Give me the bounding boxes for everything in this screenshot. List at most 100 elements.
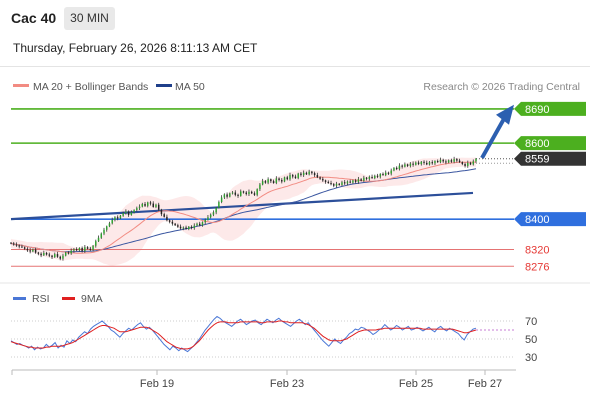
candle-body: [23, 247, 26, 249]
candle-body: [289, 175, 291, 180]
candle-body: [75, 249, 78, 251]
candle-body: [428, 162, 431, 165]
candle-body: [73, 249, 75, 251]
candle-body: [472, 161, 475, 165]
candle-body: [81, 248, 83, 252]
candle-body: [275, 178, 278, 184]
candle-body: [357, 179, 360, 182]
candle-body: [302, 172, 305, 176]
rsi-tick-label: 70: [525, 316, 537, 328]
candle-body: [237, 194, 239, 196]
candle-body: [234, 192, 237, 195]
forecast-arrow: [480, 104, 514, 159]
candle-body: [207, 217, 209, 220]
level-tag-8559: [514, 151, 586, 166]
candle-body: [270, 179, 272, 182]
candle-body: [330, 183, 332, 185]
candle-body: [333, 184, 335, 186]
candle-body: [300, 173, 302, 176]
rsi-tick-label: 30: [525, 352, 537, 364]
candle-body: [185, 227, 187, 230]
candle-body: [305, 172, 308, 175]
candle-body: [338, 183, 340, 185]
candle-body: [253, 193, 256, 195]
candle-body: [371, 176, 373, 179]
candle-body: [401, 165, 403, 167]
candle-body: [122, 213, 124, 216]
level-label-8690: 8690: [525, 104, 549, 116]
candle-body: [92, 245, 94, 250]
candle-body: [119, 215, 122, 219]
candle-body: [291, 175, 294, 177]
candle-body: [447, 160, 450, 163]
candle-body: [56, 254, 59, 257]
candle-body: [376, 175, 379, 177]
candle-body: [308, 171, 310, 175]
timeframe-badge[interactable]: 30 MIN: [64, 7, 115, 30]
candle-body: [286, 177, 289, 180]
candle-body: [352, 180, 354, 183]
candlesticks: [10, 156, 477, 261]
candle-body: [160, 209, 163, 215]
candle-body: [125, 211, 127, 214]
candle-body: [220, 197, 223, 203]
rsi-legend: RSI 9MA: [13, 293, 103, 305]
candle-body: [319, 177, 321, 179]
price-levels: [11, 108, 514, 267]
legend-label-ma50: MA 50: [175, 81, 205, 93]
candle-body: [324, 180, 327, 182]
candle-body: [311, 171, 313, 174]
candle-body: [231, 192, 234, 194]
candle-body: [138, 206, 141, 209]
candle-body: [209, 214, 212, 218]
candle-body: [179, 226, 182, 229]
candle-body: [114, 217, 116, 220]
candle-body: [62, 255, 64, 259]
candle-body: [223, 194, 226, 198]
ma20-line: [10, 161, 477, 254]
candle-body: [78, 248, 81, 251]
candle-body: [37, 252, 40, 254]
candle-body: [108, 223, 111, 227]
level-tag-8400: [514, 212, 586, 227]
candle-body: [193, 225, 196, 228]
candle-body: [18, 245, 20, 247]
candle-body: [166, 216, 168, 221]
candle-body: [393, 167, 395, 171]
candle-body: [261, 181, 264, 185]
level-label-8320: 8320: [525, 245, 549, 257]
candle-body: [12, 243, 15, 245]
candle-body: [97, 237, 100, 242]
candle-body: [423, 161, 425, 163]
candle-body: [163, 214, 165, 217]
candle-body: [475, 158, 477, 162]
candle-body: [322, 178, 324, 181]
level-tag-8690: [514, 101, 586, 116]
candle-body: [182, 227, 185, 229]
candle-body: [155, 204, 157, 207]
candle-body: [461, 162, 464, 165]
candle-body: [294, 176, 297, 179]
candle-body: [374, 175, 376, 179]
candle-body: [15, 244, 18, 246]
forecast-arrow-head: [496, 104, 514, 125]
candle-body: [188, 226, 190, 230]
candle-body: [316, 175, 319, 178]
candle-body: [242, 191, 245, 193]
candle-body: [89, 248, 92, 250]
header-bar: Cac 40 30 MIN: [0, 0, 590, 36]
candle-body: [147, 202, 149, 206]
candle-body: [177, 225, 179, 227]
candle-body: [168, 220, 171, 222]
ma50-line: [10, 168, 477, 253]
candle-body: [26, 248, 29, 251]
candle-body: [349, 181, 351, 183]
candle-body: [174, 223, 176, 226]
candle-body: [215, 207, 217, 213]
legend-label-9ma: 9MA: [81, 293, 103, 305]
candle-body: [467, 162, 469, 166]
candle-body: [70, 250, 72, 254]
candle-body: [86, 247, 89, 249]
candle-body: [152, 203, 154, 207]
candle-body: [141, 203, 144, 207]
